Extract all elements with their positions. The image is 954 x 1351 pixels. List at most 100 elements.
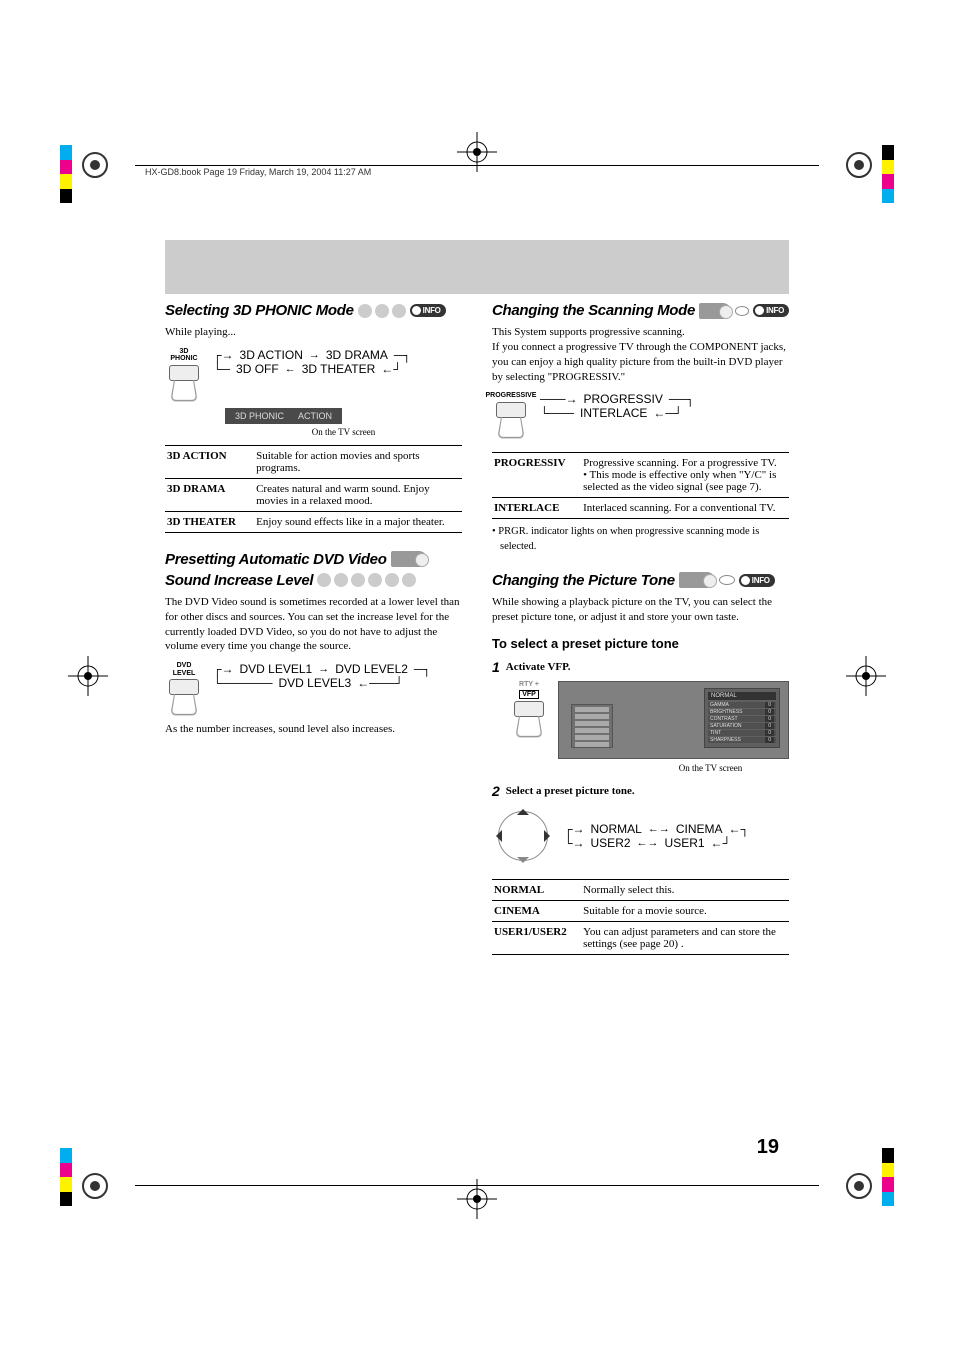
section-title-3d-phonic: Selecting 3D PHONIC Mode INFO: [165, 302, 462, 319]
definition: Creates natural and warm sound. Enjoy mo…: [254, 478, 462, 511]
manual-page: HX-GD8.book Page 19 Friday, March 19, 20…: [0, 0, 954, 1351]
button-label: 3D PHONIC: [165, 348, 203, 363]
gear-icon: [842, 148, 876, 182]
button-label: VFP: [519, 690, 539, 699]
tv-display: 3D PHONIC ACTION: [225, 408, 342, 424]
step-number: 2: [492, 783, 500, 799]
term: CINEMA: [492, 901, 581, 922]
vfp-values-panel: NORMAL GAMMA0 BRIGHTNESS0 CONTRAST0 SATU…: [704, 688, 780, 748]
table-row: 3D DRAMACreates natural and warm sound. …: [165, 478, 462, 511]
picture-tone-table: NORMALNormally select this. CINEMASuitab…: [492, 879, 789, 955]
eye-icon: [719, 575, 735, 585]
nav-pad-icon: [492, 805, 554, 867]
vfp-row: SATURATION0: [708, 723, 776, 729]
term: 3D DRAMA: [165, 478, 254, 511]
button-label: PROGRESSIVE: [486, 392, 537, 399]
section-title-dvd-level: Presetting Automatic DVD Video: [165, 551, 462, 568]
vfp-header: NORMAL: [708, 692, 776, 700]
title-text: Selecting 3D PHONIC Mode: [165, 302, 354, 319]
remote-button-icon: RTY + VFP: [510, 681, 548, 731]
table-row: 3D ACTIONSuitable for action movies and …: [165, 445, 462, 478]
cycle-item: INTERLACE: [580, 406, 647, 420]
body-text: The DVD Video sound is sometimes recorde…: [165, 595, 462, 654]
definition: Suitable for a movie source.: [581, 901, 789, 922]
remote-button-icon: 3D PHONIC: [165, 348, 203, 398]
vfp-row: TINT0: [708, 730, 776, 736]
title-text: Changing the Picture Tone: [492, 572, 675, 589]
cycle-item: 3D OFF: [236, 362, 279, 376]
note-text: • PRGR. indicator lights on when progres…: [492, 525, 789, 553]
section-title-dvd-level-2: Sound Increase Level: [165, 572, 462, 589]
definition: Suitable for action movies and sports pr…: [254, 445, 462, 478]
eye-icon: [735, 306, 749, 316]
term: 3D ACTION: [165, 445, 254, 478]
table-row: CINEMASuitable for a movie source.: [492, 901, 789, 922]
gear-icon: [842, 1169, 876, 1203]
right-column: Changing the Scanning Mode INFO This Sys…: [492, 240, 789, 955]
remote-only-badge: [699, 303, 731, 319]
crop-mark-icon: [457, 132, 497, 172]
cycle-item: 3D THEATER: [302, 362, 376, 376]
caption: On the TV screen: [225, 427, 462, 437]
info-badge: INFO: [410, 304, 446, 317]
remote-only-badge: [679, 572, 715, 588]
crop-mark-icon: [68, 656, 108, 696]
header-rule: [135, 165, 819, 166]
title-text: Sound Increase Level: [165, 572, 313, 589]
definition: You can adjust parameters and can store …: [581, 922, 789, 955]
subheading: To select a preset picture tone: [492, 636, 789, 651]
body-text: While showing a playback picture on the …: [492, 595, 789, 625]
gear-icon: [78, 148, 112, 182]
cycle-item: USER1: [665, 836, 705, 850]
scanning-cycle-diagram: PROGRESSIVE ───→PROGRESSIV──┐ └───INTERL…: [492, 392, 789, 442]
step-text: Activate VFP.: [506, 659, 571, 675]
info-badge: INFO: [739, 574, 775, 587]
term: PROGRESSIV: [492, 453, 581, 498]
cycle-item: DVD LEVEL2: [335, 662, 408, 676]
header-text: HX-GD8.book Page 19 Friday, March 19, 20…: [145, 167, 371, 177]
remote-only-badge: [391, 551, 427, 567]
picture-tone-cycle-diagram: ┌→NORMAL ←→CINEMA←┐ └→USER2 ←→USER1←┘: [492, 805, 789, 867]
definition: Enjoy sound effects like in a major thea…: [254, 511, 462, 532]
disc-icons: [358, 304, 406, 318]
term: USER1/USER2: [492, 922, 581, 955]
phonic-cycle-diagram: 3D PHONIC ┌→3D ACTION →3D DRAMA─┐ └─3D O…: [165, 348, 462, 398]
step-number: 1: [492, 659, 500, 675]
footer-rule: [135, 1185, 819, 1186]
cycle-item: 3D DRAMA: [326, 348, 388, 362]
body-text: As the number increases, sound level als…: [165, 722, 462, 737]
cycle-item: 3D ACTION: [240, 348, 303, 362]
button-label: DVD LEVEL: [165, 662, 203, 677]
color-bar-icon: [882, 1148, 894, 1206]
definition: Progressive scanning. For a progressive …: [581, 453, 789, 498]
vfp-screen-preview: NORMAL GAMMA0 BRIGHTNESS0 CONTRAST0 SATU…: [558, 681, 789, 759]
term: NORMAL: [492, 880, 581, 901]
display-text: 3D PHONIC: [235, 411, 284, 421]
color-bar-icon: [60, 1148, 72, 1206]
color-bar-icon: [882, 145, 894, 203]
title-text: Changing the Scanning Mode: [492, 302, 695, 319]
disc-icons: [317, 573, 416, 587]
section-title-picture-tone: Changing the Picture Tone INFO: [492, 572, 789, 589]
vfp-slider-panel: [571, 704, 613, 748]
definition: Interlaced scanning. For a conventional …: [581, 498, 789, 519]
table-row: INTERLACEInterlaced scanning. For a conv…: [492, 498, 789, 519]
remote-button-icon: PROGRESSIVE: [492, 392, 530, 442]
caption: On the TV screen: [632, 763, 789, 773]
vfp-row: CONTRAST0: [708, 716, 776, 722]
step-text: Select a preset picture tone.: [506, 783, 635, 799]
table-row: 3D THEATEREnjoy sound effects like in a …: [165, 511, 462, 532]
phonic-modes-table: 3D ACTIONSuitable for action movies and …: [165, 445, 462, 533]
display-text: ACTION: [298, 411, 332, 421]
cycle-item: USER2: [591, 836, 631, 850]
cycle-item: CINEMA: [676, 822, 723, 836]
definition: Normally select this.: [581, 880, 789, 901]
color-bar-icon: [60, 145, 72, 203]
vfp-row: SHARPNESS0: [708, 737, 776, 743]
term: INTERLACE: [492, 498, 581, 519]
button-label-secondary: RTY +: [519, 681, 539, 688]
table-row: USER1/USER2You can adjust parameters and…: [492, 922, 789, 955]
step-2: 2 Select a preset picture tone.: [492, 783, 789, 799]
table-row: NORMALNormally select this.: [492, 880, 789, 901]
step-1: 1 Activate VFP.: [492, 659, 789, 675]
